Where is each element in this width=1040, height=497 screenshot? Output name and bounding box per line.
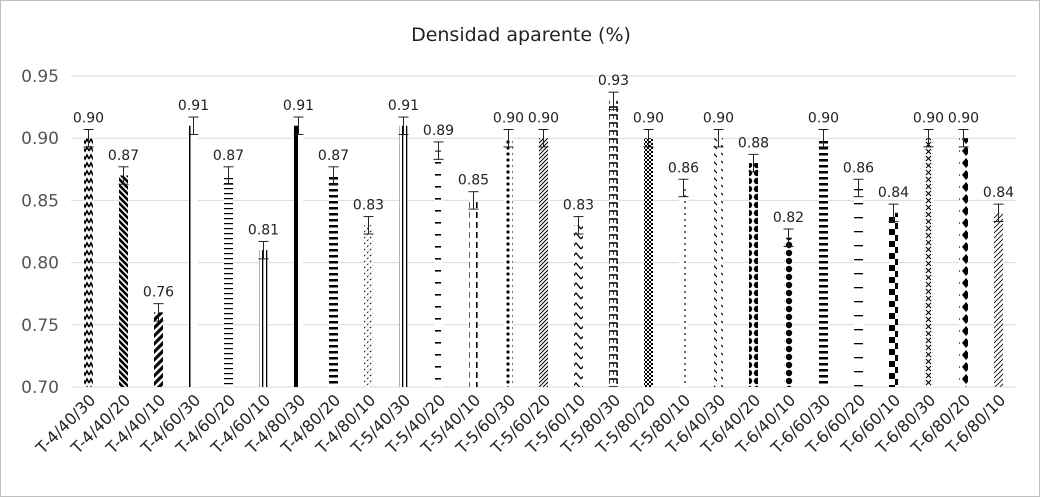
error-bar (888, 203, 899, 223)
bar (889, 212, 898, 387)
data-label: 0.82 (773, 210, 804, 226)
data-label: 0.88 (738, 135, 769, 151)
y-tick-label: 0.90 (21, 129, 59, 149)
data-label: 0.91 (388, 98, 419, 114)
error-bar (643, 128, 654, 148)
bar (504, 138, 513, 387)
error-bar (153, 303, 164, 322)
bar (749, 163, 758, 387)
error-bar (958, 128, 969, 148)
bar (609, 100, 618, 387)
data-label: 0.81 (248, 222, 279, 238)
data-label: 0.90 (808, 110, 839, 126)
bar (469, 200, 478, 387)
error-bar (713, 128, 724, 148)
data-label: 0.86 (668, 160, 699, 176)
error-bar (538, 128, 549, 148)
bar (154, 312, 163, 387)
bar (679, 187, 688, 387)
bar (819, 138, 828, 387)
error-bars (83, 91, 1004, 322)
error-bar (398, 116, 409, 135)
error-bar (853, 178, 864, 198)
error-bar (468, 191, 479, 210)
y-tick-label: 0.80 (21, 254, 59, 274)
data-label: 0.90 (948, 110, 979, 126)
x-axis-ticks: T-4/40/30T-4/40/20T-4/40/10T-4/60/30T-4/… (32, 390, 1010, 458)
bar (924, 138, 933, 387)
data-label: 0.90 (913, 110, 944, 126)
error-bar (503, 128, 514, 148)
data-label: 0.91 (283, 98, 314, 114)
bar (574, 225, 583, 387)
bar (784, 237, 793, 387)
y-tick-label: 0.95 (21, 67, 59, 87)
bar (364, 225, 373, 387)
error-bar (608, 91, 619, 111)
data-label: 0.83 (353, 198, 384, 214)
data-label: 0.87 (318, 148, 349, 164)
y-axis-ticks: 0.70 0.75 0.80 0.85 0.90 0.95 (21, 67, 59, 398)
error-bar (678, 178, 689, 198)
data-label: 0.93 (598, 73, 629, 89)
data-label: 0.91 (178, 98, 209, 114)
data-label: 0.90 (73, 110, 104, 126)
error-bar (748, 153, 759, 173)
data-label: 0.83 (563, 198, 594, 214)
bar (294, 125, 303, 387)
data-label: 0.90 (633, 110, 664, 126)
error-bar (818, 128, 829, 148)
error-bar (293, 116, 304, 135)
error-bar (223, 166, 234, 185)
chart-title: Densidad aparente (%) (411, 24, 631, 46)
error-bar (328, 166, 339, 185)
y-tick-label: 0.85 (21, 191, 59, 211)
data-label: 0.84 (878, 185, 909, 201)
bar (119, 175, 128, 387)
error-bar (188, 116, 199, 135)
bar (84, 138, 93, 387)
error-bar (433, 141, 444, 160)
y-tick-label: 0.70 (21, 378, 59, 398)
data-label: 0.76 (143, 285, 174, 301)
error-bar (993, 203, 1004, 223)
data-label: 0.85 (458, 173, 489, 189)
bar (189, 125, 198, 387)
data-label: 0.90 (528, 110, 559, 126)
data-label: 0.87 (213, 148, 244, 164)
data-label: 0.90 (493, 110, 524, 126)
bar (329, 175, 338, 387)
bar (644, 138, 653, 387)
bar (259, 250, 268, 387)
bar (714, 138, 723, 387)
data-label: 0.84 (983, 185, 1014, 201)
error-bar (363, 216, 374, 235)
data-label: 0.86 (843, 160, 874, 176)
bar (539, 138, 548, 387)
data-label: 0.87 (108, 148, 139, 164)
bar (399, 125, 408, 387)
bar (224, 175, 233, 387)
bar (994, 212, 1003, 387)
error-bar (923, 128, 934, 148)
bars (84, 100, 1003, 387)
y-tick-label: 0.75 (21, 316, 59, 336)
error-bar (83, 128, 94, 148)
error-bar (258, 240, 269, 260)
bar (434, 150, 443, 387)
data-labels: 0.90 0.87 0.76 0.91 0.87 0.81 0.91 0.87 0.83 0.91… (73, 73, 1014, 300)
bar (854, 187, 863, 387)
data-label: 0.89 (423, 123, 454, 139)
error-bar (783, 228, 794, 247)
bar (959, 138, 968, 387)
data-label: 0.90 (703, 110, 734, 126)
error-bar (118, 166, 129, 185)
error-bar (573, 216, 584, 235)
